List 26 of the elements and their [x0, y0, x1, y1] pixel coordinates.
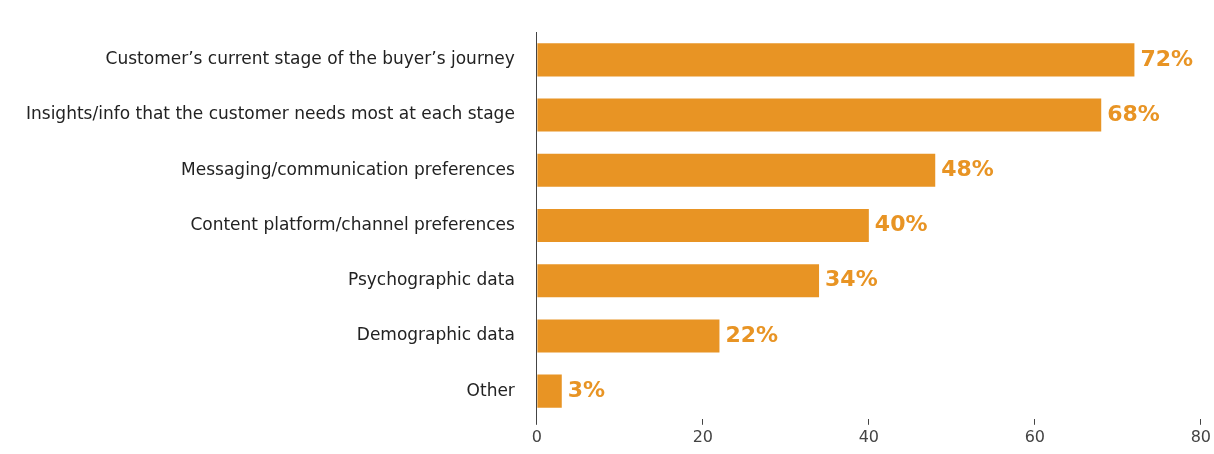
data-label: 72%	[1140, 45, 1194, 71]
x-tick-label: 20	[692, 426, 714, 446]
y-tick-label: Other	[466, 379, 515, 400]
bar	[537, 264, 820, 298]
x-tick-label: 40	[858, 426, 880, 446]
y-tick-label: Demographic data	[356, 324, 515, 345]
bar	[537, 208, 869, 243]
bar	[537, 153, 936, 187]
x-tick-label: 80	[1190, 426, 1211, 446]
y-tick-label: Messaging/communication preferences	[181, 158, 515, 179]
y-tick-label: Customer’s current stage of the buyer’s journey	[105, 48, 515, 69]
y-tick-label: Content platform/channel preferences	[190, 213, 515, 234]
data-label: 40%	[874, 211, 928, 237]
data-label: 68%	[1107, 100, 1160, 126]
bar	[537, 374, 562, 408]
data-label: 22%	[725, 321, 779, 347]
data-label: 34%	[825, 266, 878, 292]
bar	[537, 43, 1135, 77]
x-tick-label: 0	[531, 426, 542, 446]
data-label: 3%	[567, 376, 606, 402]
y-tick-label: Insights/info that the customer needs most at each stage	[25, 103, 515, 124]
y-tick-label: Psychographic data	[347, 269, 515, 290]
bar	[537, 98, 1102, 132]
bar	[537, 319, 720, 353]
data-label: 48%	[941, 155, 994, 181]
x-tick-label: 60	[1024, 426, 1046, 446]
